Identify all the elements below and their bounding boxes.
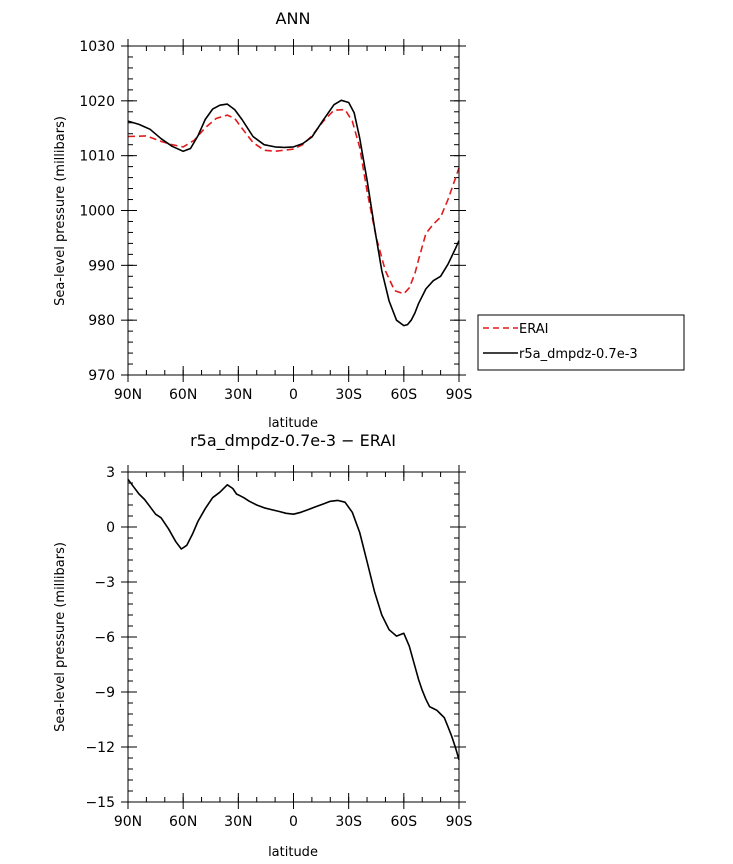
x-tick-label: 90N (114, 814, 142, 830)
series-line-difference (127, 478, 460, 761)
legend-box (477, 314, 685, 371)
x-axis-title: latitude (268, 845, 318, 860)
y-tick-label: 980 (88, 313, 115, 329)
x-tick-label: 90N (114, 387, 142, 403)
y-tick-label: −6 (94, 630, 115, 646)
y-tick-label: −12 (85, 740, 115, 756)
y-tick-label: 3 (106, 465, 115, 481)
y-tick-label: 0 (106, 520, 115, 536)
x-tick-label: 0 (289, 387, 298, 403)
plot-frame (127, 471, 460, 803)
panel-bottom-difference: r5a_dmpdz-0.7e-3 − ERAI latitude Sea-lev… (53, 431, 472, 860)
series-line-erai (127, 108, 460, 295)
y-tick-label: −9 (94, 685, 115, 701)
y-tick-label: 1000 (79, 204, 115, 220)
y-axis-title: Sea-level pressure (millibars) (53, 116, 68, 306)
y-axis-title: Sea-level pressure (millibars) (53, 542, 68, 732)
y-tick-label: 990 (88, 258, 115, 274)
y-tick-label: −3 (94, 575, 115, 591)
y-tick-label: 1030 (79, 39, 115, 55)
chart-title: r5a_dmpdz-0.7e-3 − ERAI (190, 431, 396, 451)
x-tick-label: 0 (289, 814, 298, 830)
x-tick-label: 30N (224, 387, 252, 403)
x-tick-label: 30N (224, 814, 252, 830)
y-tick-label: 1010 (79, 149, 115, 165)
legend-label-r5a: r5a_dmpdz-0.7e-3 (519, 347, 638, 362)
x-tick-label: 60S (390, 814, 417, 830)
legend: ERAI r5a_dmpdz-0.7e-3 (477, 314, 685, 371)
plot-frame (127, 45, 460, 376)
series-line-r5a (127, 99, 460, 327)
x-tick-label: 60N (169, 814, 197, 830)
x-axis-title: latitude (268, 416, 318, 431)
x-tick-label: 30S (335, 814, 362, 830)
x-tick-label: 30S (335, 387, 362, 403)
legend-label-erai: ERAI (519, 322, 548, 337)
y-tick-label: 970 (88, 368, 115, 384)
y-tick-label: 1020 (79, 94, 115, 110)
x-tick-label: 60S (390, 387, 417, 403)
x-tick-label: 90S (446, 387, 473, 403)
x-tick-label: 60N (169, 387, 197, 403)
panel-top-ann: ANN latitude Sea-level pressure (milliba… (53, 9, 472, 431)
y-tick-label: −15 (85, 795, 115, 811)
x-tick-label: 90S (446, 814, 473, 830)
chart-title: ANN (276, 9, 311, 28)
